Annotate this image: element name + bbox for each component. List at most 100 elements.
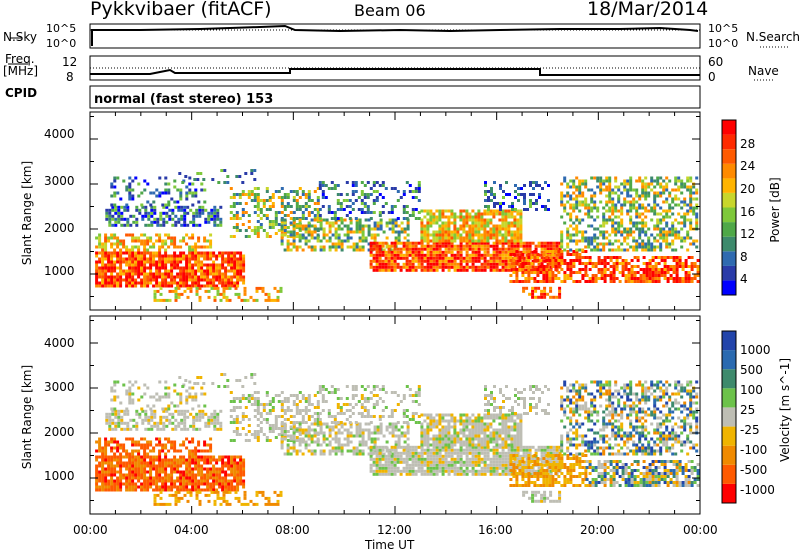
power-cell (230, 284, 234, 288)
power-cell (615, 259, 619, 262)
power-cell (578, 182, 582, 186)
power-cell (611, 191, 615, 195)
power-cell (584, 250, 588, 253)
power-cell (408, 253, 412, 257)
power-cell (671, 224, 675, 228)
power-cell (164, 188, 168, 192)
power-cell (501, 224, 505, 228)
power-cell (98, 272, 102, 276)
power-cell (141, 214, 145, 218)
power-cell (156, 289, 160, 293)
power-cell (128, 266, 132, 270)
power-cell (224, 266, 228, 270)
velocity-cell (143, 482, 147, 486)
power-cell (203, 236, 207, 240)
power-cell (236, 269, 240, 273)
velocity-cell (183, 421, 187, 425)
power-cell (334, 242, 338, 246)
power-cell (514, 190, 517, 193)
power-cell (358, 227, 362, 231)
power-cell (581, 277, 585, 280)
power-cell (322, 248, 326, 252)
power-cell (144, 223, 148, 227)
power-cell (590, 200, 594, 204)
power-cell (298, 227, 302, 231)
power-cell (480, 256, 484, 260)
power-cell (566, 242, 570, 246)
power-cell (322, 227, 326, 231)
nsearch-tick-top: 10^5 (708, 22, 739, 35)
power-cell (517, 193, 520, 196)
power-cell (155, 272, 159, 276)
power-cell (590, 215, 594, 219)
velocity-cell (286, 434, 290, 438)
power-cell (158, 257, 162, 261)
power-cell (173, 254, 177, 258)
power-cell (512, 262, 516, 265)
velocity-cell (222, 493, 226, 497)
velocity-cell (253, 400, 257, 403)
velocity-cell (307, 403, 311, 406)
power-cell (117, 205, 121, 209)
velocity-cell (137, 467, 141, 471)
velocity-cell (164, 443, 168, 447)
power-cell (200, 272, 204, 276)
velocity-cell (256, 439, 260, 442)
power-cell (599, 179, 603, 183)
velocity-cell (137, 458, 141, 462)
power-cell (423, 268, 427, 272)
power-cell (558, 247, 562, 251)
power-cell (557, 259, 561, 262)
velocity-cell (233, 476, 237, 480)
power-cell (642, 262, 646, 265)
power-cell (195, 286, 199, 290)
power-cell (372, 256, 376, 260)
power-cell (196, 178, 200, 181)
power-cell (185, 254, 189, 258)
power-cell (687, 280, 691, 283)
velocity-cell (177, 490, 181, 494)
power-cell (185, 272, 189, 276)
velocity-cell (200, 488, 204, 492)
power-cell (170, 266, 174, 270)
power-cell (116, 176, 120, 180)
power-cell (653, 209, 657, 213)
power-cell (134, 284, 138, 288)
power-cell (153, 208, 157, 212)
power-cell (602, 233, 606, 237)
power-cell (98, 257, 102, 261)
power-cell (390, 211, 394, 214)
power-cell (236, 260, 240, 264)
power-cell (465, 236, 469, 240)
power-cell (259, 217, 263, 220)
velocity-cell (233, 458, 237, 462)
power-cell (182, 251, 186, 255)
power-cell (626, 191, 630, 195)
velocity-cell (256, 433, 260, 436)
power-cell (334, 236, 338, 240)
velocity-cell (289, 415, 293, 418)
power-cell (638, 215, 642, 219)
power-cell (229, 217, 233, 220)
velocity-cell (236, 482, 240, 486)
power-cell (650, 245, 654, 249)
velocity-cell (244, 397, 248, 400)
power-cell (295, 208, 299, 211)
power-cell (542, 280, 546, 283)
power-cell (477, 221, 481, 225)
power-cell (665, 215, 669, 219)
power-cell (203, 257, 207, 261)
velocity-cell (176, 479, 180, 483)
power-cell (569, 233, 573, 237)
power-cell (174, 292, 178, 296)
power-cell (304, 242, 308, 246)
velocity-cell (258, 490, 262, 494)
power-cell (483, 262, 487, 266)
velocity-cell (307, 443, 311, 447)
power-cell (396, 262, 400, 266)
power-cell (543, 241, 547, 245)
power-cell (620, 233, 624, 237)
velocity-cell (179, 398, 183, 402)
power-cell (591, 277, 595, 280)
velocity-cell (298, 437, 302, 441)
